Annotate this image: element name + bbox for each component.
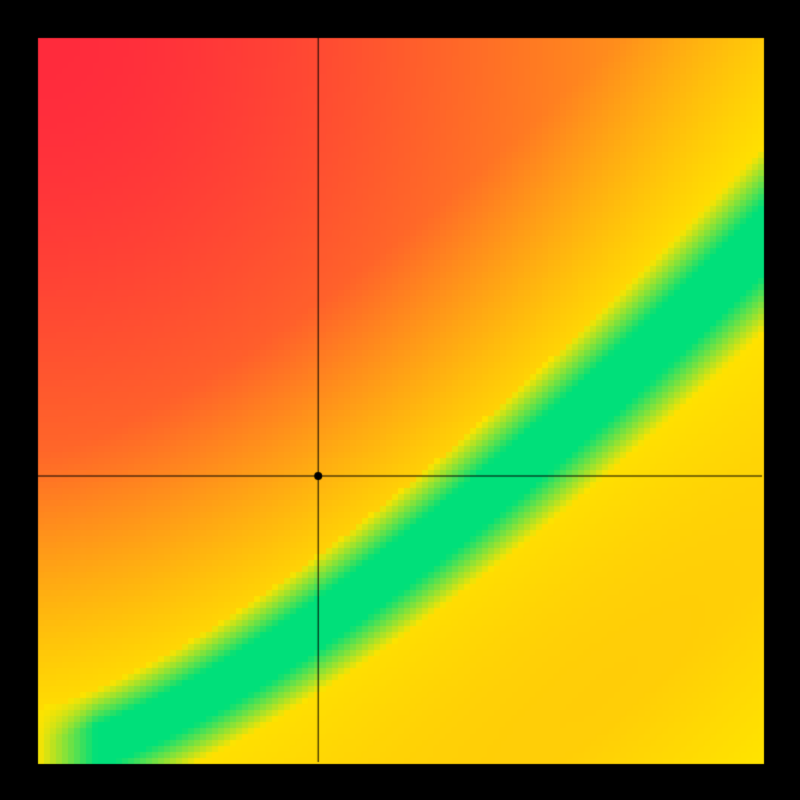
bottleneck-heatmap bbox=[0, 0, 800, 800]
